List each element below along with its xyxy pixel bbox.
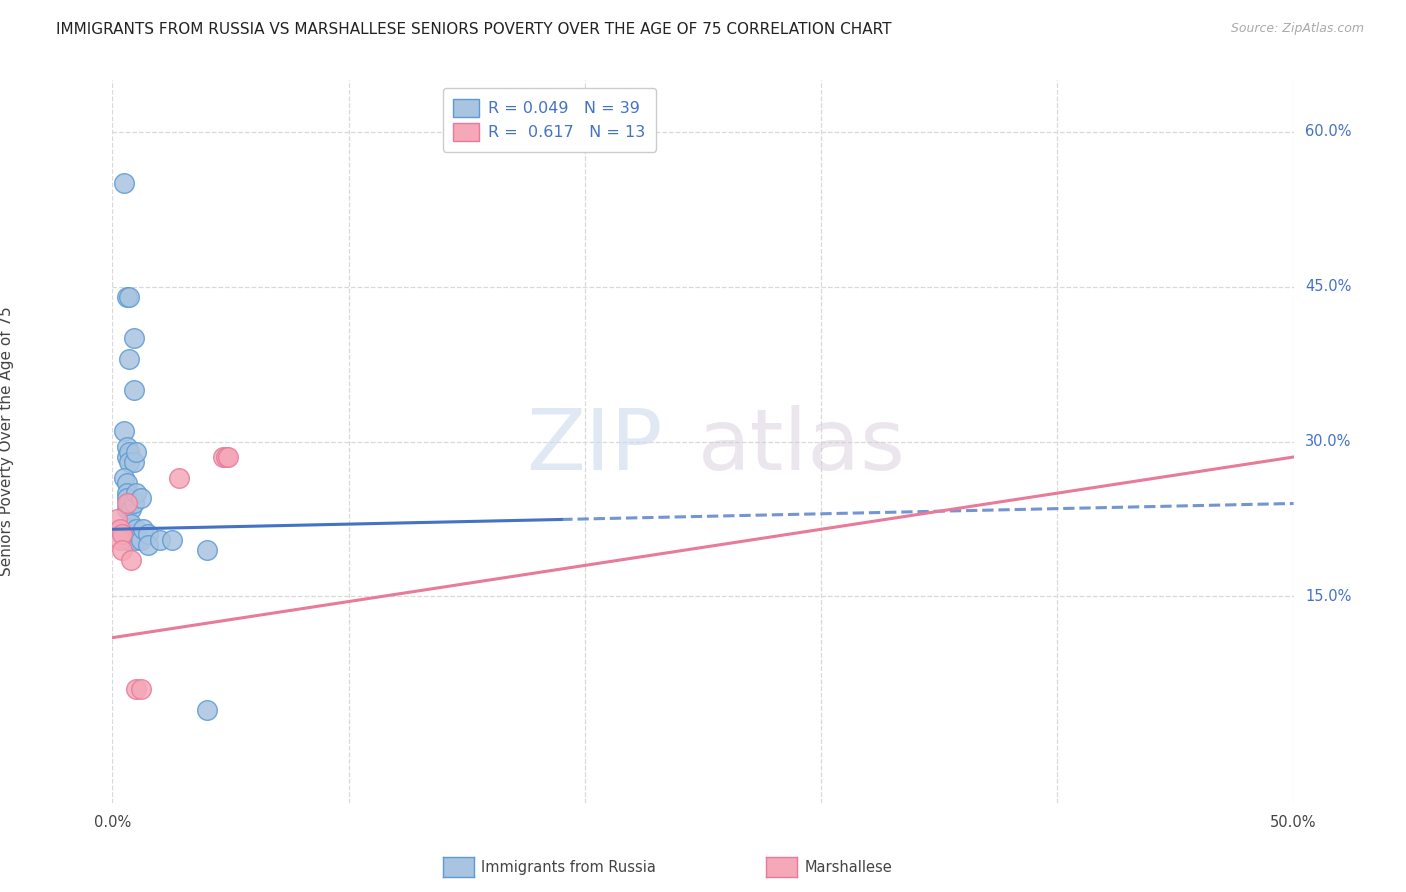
Text: Immigrants from Russia: Immigrants from Russia: [481, 860, 655, 874]
Point: [108, 522, 131, 536]
Point: [112, 177, 135, 191]
Point: [122, 383, 145, 397]
Point: [125, 486, 148, 500]
Text: Seniors Poverty Over the Age of 75: Seniors Poverty Over the Age of 75: [0, 307, 14, 576]
Point: [115, 522, 138, 536]
Point: [108, 533, 131, 547]
Point: [125, 682, 148, 697]
Point: [167, 471, 190, 485]
Point: [115, 491, 138, 506]
Text: IMMIGRANTS FROM RUSSIA VS MARSHALLESE SENIORS POVERTY OVER THE AGE OF 75 CORRELA: IMMIGRANTS FROM RUSSIA VS MARSHALLESE SE…: [56, 22, 891, 37]
Text: atlas: atlas: [699, 405, 907, 488]
Point: [120, 501, 142, 516]
Point: [115, 486, 138, 500]
Text: ZIP: ZIP: [526, 405, 662, 488]
Point: [115, 290, 138, 304]
Text: Marshallese: Marshallese: [804, 860, 891, 874]
Point: [129, 682, 152, 697]
Point: [122, 496, 145, 510]
Point: [115, 440, 138, 454]
Text: 15.0%: 15.0%: [1305, 589, 1351, 604]
Point: [118, 290, 141, 304]
Point: [129, 491, 152, 506]
Text: 60.0%: 60.0%: [1305, 124, 1351, 139]
Point: [112, 424, 135, 438]
Point: [105, 512, 128, 526]
Point: [111, 527, 134, 541]
Point: [118, 496, 141, 510]
Point: [118, 351, 141, 366]
Point: [122, 455, 145, 469]
Text: 45.0%: 45.0%: [1305, 279, 1351, 294]
Legend: R = 0.049   N = 39, R =  0.617   N = 13: R = 0.049 N = 39, R = 0.617 N = 13: [443, 88, 657, 152]
Point: [115, 533, 138, 547]
Point: [160, 533, 183, 547]
Point: [136, 527, 159, 541]
Point: [212, 450, 235, 464]
Point: [118, 527, 141, 541]
Text: 30.0%: 30.0%: [1305, 434, 1351, 449]
Point: [129, 533, 152, 547]
Text: Source: ZipAtlas.com: Source: ZipAtlas.com: [1230, 22, 1364, 36]
Text: 0.0%: 0.0%: [94, 815, 131, 830]
Point: [118, 455, 141, 469]
Point: [136, 538, 159, 552]
Point: [217, 450, 239, 464]
Point: [112, 522, 135, 536]
Point: [215, 450, 238, 464]
Point: [112, 471, 135, 485]
Point: [120, 553, 142, 567]
Point: [115, 501, 138, 516]
Point: [125, 445, 148, 459]
Point: [115, 450, 138, 464]
Point: [120, 517, 142, 532]
Point: [132, 522, 155, 536]
Point: [115, 496, 138, 510]
Text: 50.0%: 50.0%: [1270, 815, 1317, 830]
Point: [122, 527, 145, 541]
Point: [122, 331, 145, 345]
Point: [149, 533, 172, 547]
Point: [195, 542, 218, 557]
Point: [118, 445, 141, 459]
Point: [195, 703, 218, 717]
Point: [125, 522, 148, 536]
Point: [125, 533, 148, 547]
Point: [115, 475, 138, 490]
Point: [111, 542, 134, 557]
